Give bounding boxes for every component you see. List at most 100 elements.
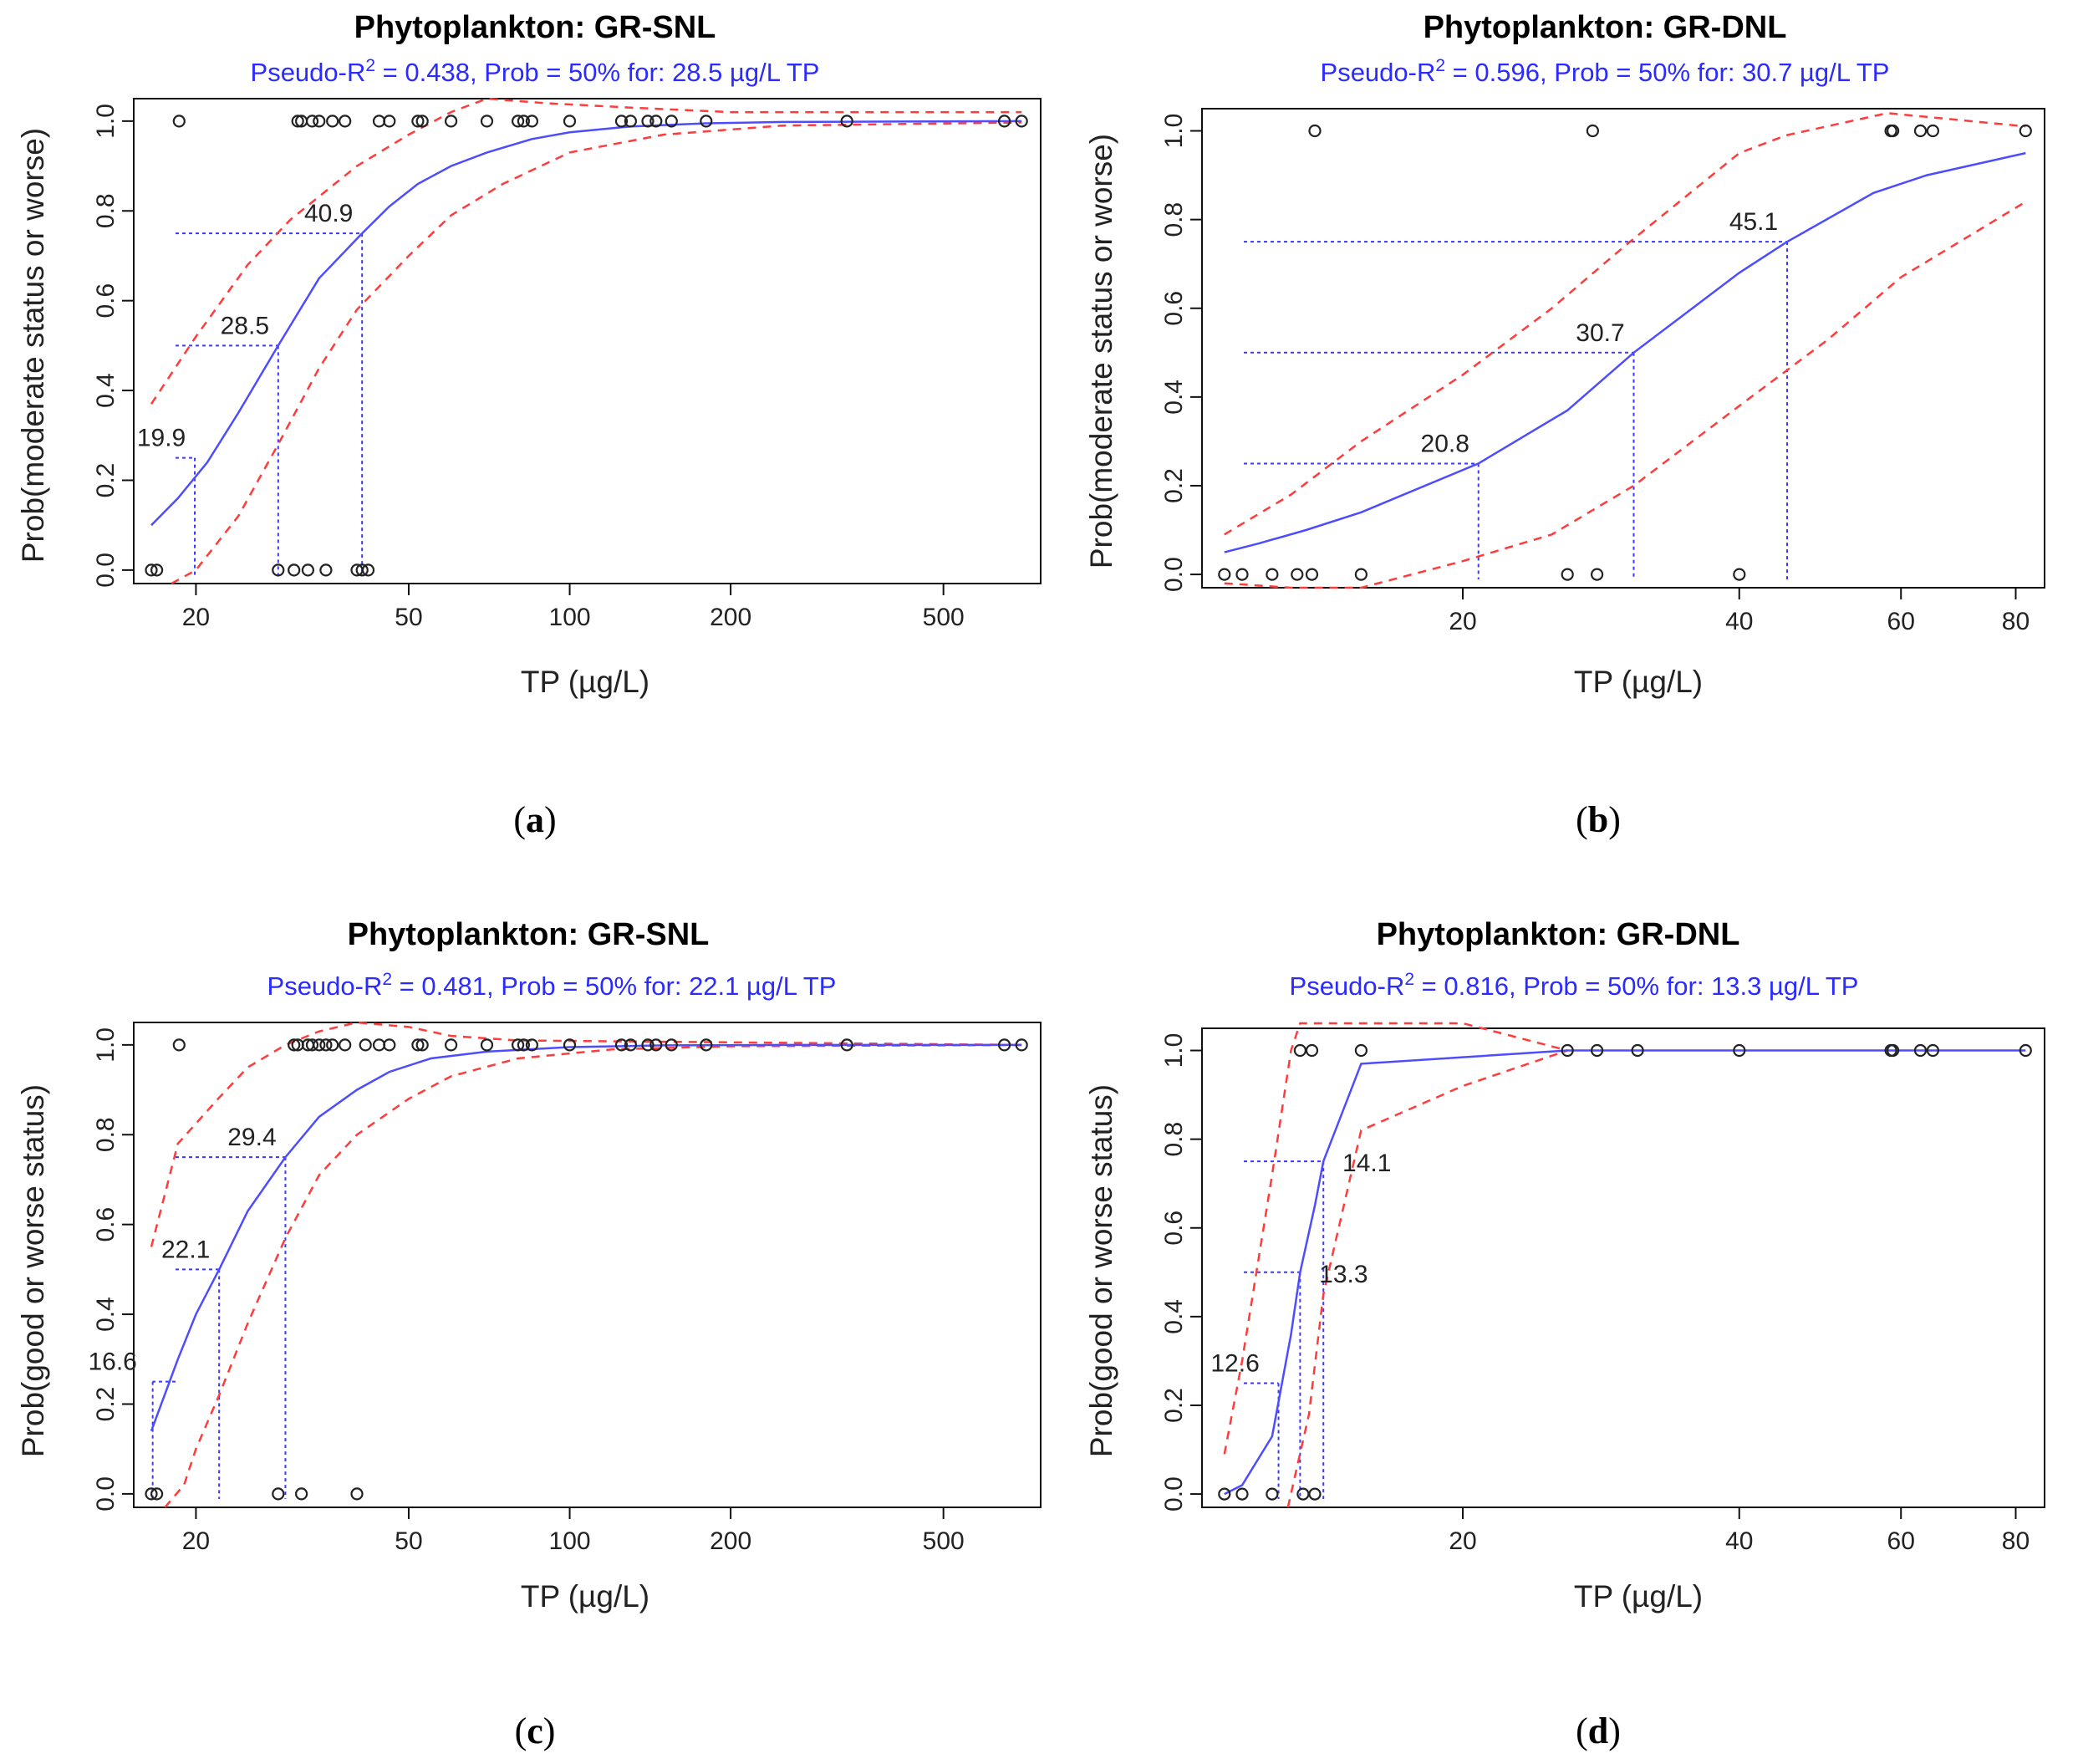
panel-d-threshold-label: 12.6: [1210, 1349, 1259, 1377]
panel-d-data-point: [1218, 1487, 1231, 1501]
panel-b-threshold-label: 30.7: [1576, 319, 1624, 347]
panel-c-data-point: [295, 1487, 308, 1501]
panel-b-data-point: [1887, 124, 1900, 138]
panel-c-title: Phytoplankton: GR-SNL: [348, 917, 710, 952]
panel-b-data-point: [1354, 568, 1368, 581]
panel-c-data-point: [339, 1038, 352, 1052]
panel-c-data-point: [359, 1038, 372, 1052]
panel-c-data-point: [305, 1038, 319, 1052]
panel-b-threshold-label: 20.8: [1421, 430, 1469, 457]
panel-c-data-point: [624, 1038, 638, 1052]
panel-a-caption: (a): [513, 799, 556, 840]
panel-d-ci-lower-line: [1286, 1049, 1568, 1508]
panel-b-x-tick-label: 60: [1887, 608, 1915, 635]
panel-d-y-axis-label: Prob(good or worse status): [1084, 1084, 1118, 1457]
panel-a-ci-upper-line: [150, 97, 1022, 405]
panel-b-fitted-curve: [1224, 151, 2026, 553]
panel-a-data-point: [997, 115, 1011, 128]
panel-c: Phytoplankton: GR-SNL Pseudo-R2 = 0.481,…: [16, 917, 1042, 1751]
panel-c-y-tick-label: 1.0: [92, 1027, 120, 1063]
panel-a-ci-lower-line: [171, 121, 1022, 585]
panel-d-y-tick-label: 0.8: [1160, 1122, 1188, 1157]
panel-d-data-point: [1308, 1487, 1322, 1501]
panel-a-plot: 20 50 100 200 500 0.0 0.2 0.4 0.6 0.8 1.0 19.9 28.5 4…: [92, 97, 1028, 631]
panel-a-data-point: [383, 115, 396, 128]
panel-c-fitted-curve: [150, 1043, 1022, 1432]
panel-c-data-point: [415, 1038, 429, 1052]
panel-c-data-point: [150, 1487, 164, 1501]
panel-a-data-point: [272, 563, 285, 577]
panel-a-fitted-curve: [150, 120, 1022, 527]
panel-d-data-point: [1305, 1043, 1319, 1058]
panel-d-data-point: [1631, 1043, 1644, 1058]
panel-a-data-point: [145, 563, 158, 577]
panel-a-y-tick-label: 0.8: [92, 193, 120, 228]
panel-d-y-tick-label: 1.0: [1160, 1033, 1188, 1068]
panel-c-y-tick-label: 0.2: [92, 1387, 120, 1422]
panel-b-y-tick-label: 0.6: [1160, 291, 1188, 326]
panel-c-y-tick-label: 0.4: [92, 1297, 120, 1332]
panel-a-data-point: [415, 115, 429, 128]
panel-a-threshold-label: 40.9: [304, 200, 353, 227]
panel-a-data-point: [614, 115, 629, 128]
panel-b-y-axis-label: Prob(moderate status or worse): [1084, 134, 1118, 568]
panel-a-plot-frame: [133, 98, 1042, 584]
panel-c-data-point: [272, 1487, 285, 1501]
panel-c-data-point: [319, 1038, 333, 1052]
panel-c-x-tick-label: 200: [710, 1527, 751, 1555]
panel-c-data-point: [700, 1038, 713, 1052]
panel-c-threshold-label: 29.4: [227, 1124, 276, 1151]
panel-a-data-point: [313, 115, 326, 128]
panel-b-data-point: [1561, 568, 1574, 581]
panel-b-y-tick-label: 0.2: [1160, 468, 1188, 503]
panel-b-data-point: [1308, 124, 1322, 138]
panel-a-data-point: [319, 563, 333, 577]
panel-c-threshold-label: 22.1: [161, 1236, 210, 1263]
panel-d-data-point: [1235, 1487, 1249, 1501]
panel-a-y-tick-label: 1.0: [92, 104, 120, 139]
panel-c-data-point: [383, 1038, 396, 1052]
panel-a-data-point: [339, 115, 352, 128]
panel-c-data-point: [614, 1038, 629, 1052]
panel-b-data-point: [2019, 124, 2032, 138]
panel-a-data-point: [641, 115, 654, 128]
panel-c-data-point: [997, 1038, 1011, 1052]
panel-c-data-point: [411, 1038, 425, 1052]
panel-b-data-point: [1913, 124, 1928, 138]
panel-c-data-point: [665, 1038, 678, 1052]
panel-a-subtitle: Pseudo-R2 = 0.438, Prob = 50% for: 28.5 …: [251, 56, 820, 87]
panel-a: Phytoplankton: GR-SNL Pseudo-R2 = 0.438,…: [16, 10, 1042, 840]
panel-c-y-tick-label: 0.8: [92, 1117, 120, 1152]
panel-d-data-point: [1926, 1043, 1939, 1058]
panel-a-y-tick-label: 0.4: [92, 373, 120, 408]
panel-d-data-point: [1590, 1043, 1604, 1058]
panel-a-data-point: [480, 115, 494, 128]
panel-a-data-point: [700, 115, 713, 128]
panel-c-x-tick-label: 50: [395, 1527, 422, 1555]
panel-d-x-tick-label: 80: [2002, 1527, 2030, 1555]
panel-a-data-point: [840, 115, 853, 128]
panel-a-threshold-label: 19.9: [137, 425, 186, 452]
panel-c-data-point: [517, 1038, 531, 1052]
panel-d-y-tick-label: 0.2: [1160, 1388, 1188, 1423]
panel-d-plot-frame: [1201, 1027, 2045, 1508]
panel-b-data-point: [1218, 568, 1231, 581]
panel-d-x-tick-label: 60: [1887, 1527, 1915, 1555]
panel-b-data-point: [1266, 568, 1279, 581]
panel-a-data-point: [361, 563, 375, 577]
panel-c-plot: 20 50 100 200 500 0.0 0.2 0.4 0.6 0.8 1.0 16.6 22.1 2…: [88, 1021, 1028, 1555]
panel-a-data-point: [649, 115, 663, 128]
panel-c-data-point: [1015, 1038, 1028, 1052]
panel-b-subtitle: Pseudo-R2 = 0.596, Prob = 50% for: 30.7 …: [1321, 56, 1890, 87]
panel-c-data-point: [511, 1038, 525, 1052]
panel-d-data-point: [1354, 1043, 1368, 1058]
panel-b-plot-frame: [1201, 108, 2045, 589]
panel-d: Phytoplankton: GR-DNL Pseudo-R2 = 0.816,…: [1084, 917, 2045, 1751]
panel-b-ci-lower-line: [1224, 201, 2026, 589]
panel-d-data-point: [1887, 1043, 1900, 1058]
panel-a-y-axis-label: Prob(moderate status or worse): [16, 128, 50, 563]
panel-b-y-tick-label: 1.0: [1160, 114, 1188, 149]
panel-a-x-tick-label: 200: [710, 604, 751, 631]
panel-b-x-tick-label: 40: [1725, 608, 1753, 635]
panel-d-y-tick-label: 0.6: [1160, 1211, 1188, 1246]
